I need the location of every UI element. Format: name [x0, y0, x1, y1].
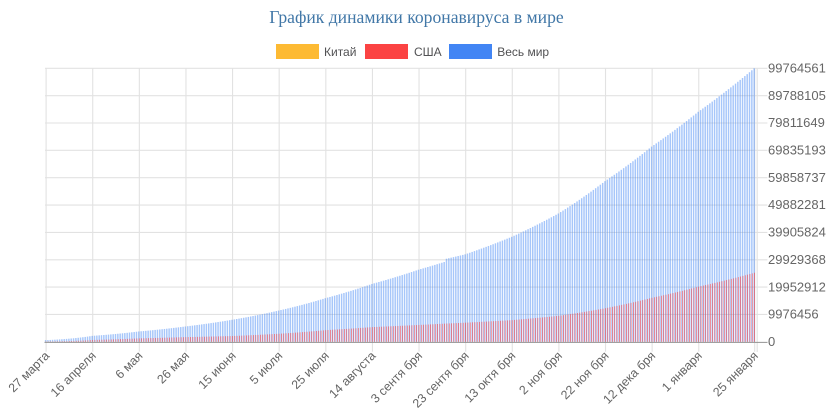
- svg-text:59858737: 59858737: [768, 170, 826, 185]
- svg-text:69835193: 69835193: [768, 143, 826, 158]
- svg-text:6 мая: 6 мая: [113, 349, 146, 382]
- svg-text:25 июля: 25 июля: [289, 349, 332, 392]
- svg-text:15 июня: 15 июня: [196, 349, 239, 392]
- svg-text:9976456: 9976456: [768, 307, 819, 322]
- svg-text:89788105: 89788105: [768, 88, 826, 103]
- svg-text:29929368: 29929368: [768, 252, 826, 267]
- svg-text:5 июля: 5 июля: [247, 349, 285, 387]
- svg-text:79811649: 79811649: [768, 115, 825, 130]
- svg-text:2 ноя бря: 2 ноя бря: [516, 349, 565, 398]
- svg-text:19952912: 19952912: [768, 279, 826, 294]
- svg-text:39905824: 39905824: [768, 225, 826, 240]
- svg-text:0: 0: [768, 334, 775, 349]
- svg-text:1 января: 1 января: [659, 349, 705, 395]
- svg-text:27 марта: 27 марта: [6, 349, 53, 396]
- svg-text:26 мая: 26 мая: [154, 349, 192, 387]
- svg-text:25 января: 25 января: [710, 349, 761, 400]
- svg-text:99764561: 99764561: [768, 61, 826, 76]
- svg-text:16 апреля: 16 апреля: [48, 349, 99, 400]
- svg-text:49882281: 49882281: [768, 197, 826, 212]
